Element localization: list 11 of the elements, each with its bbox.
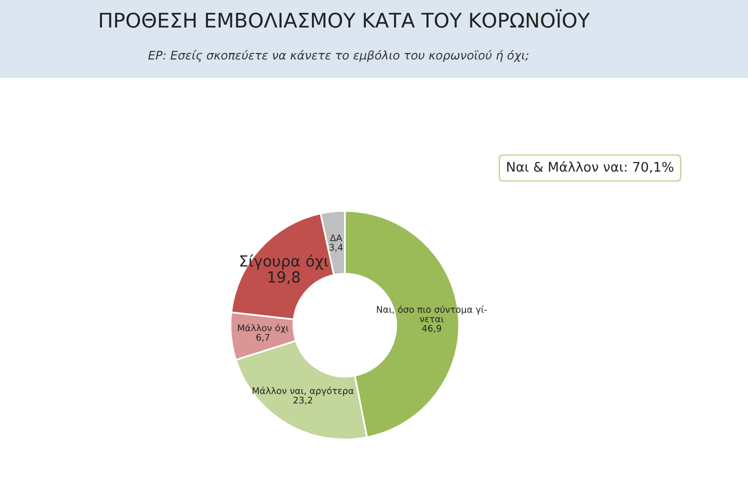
slice-label: Μάλλον ναι, αργότερα: [252, 386, 354, 396]
data-label: 6,7: [256, 334, 270, 342]
data-label: 46,9: [422, 324, 442, 333]
data-label: 23,2: [294, 396, 312, 404]
data-label: 19,8: [268, 271, 300, 284]
slice-label: ΔΑ: [330, 234, 342, 242]
chart-title: ΠΡΟΘΕΣΗ ΕΜΒΟΛΙΑΣΜΟΥ ΚΑΤΑ ΤΟΥ ΚΟΡΩΝΟΪΟΥ: [100, 9, 590, 28]
data-label: 3,4: [330, 244, 343, 252]
slice-label: Μάλλον όχι: [238, 324, 288, 334]
text: Ναι & Μάλλον ναι: 70,1%: [507, 161, 674, 174]
chart-subtitle: ΕΡ: Εσείς σκοπεύετε να κάνετε το εμβόλιο του κορωνοϊού ή όχι;: [148, 50, 528, 62]
